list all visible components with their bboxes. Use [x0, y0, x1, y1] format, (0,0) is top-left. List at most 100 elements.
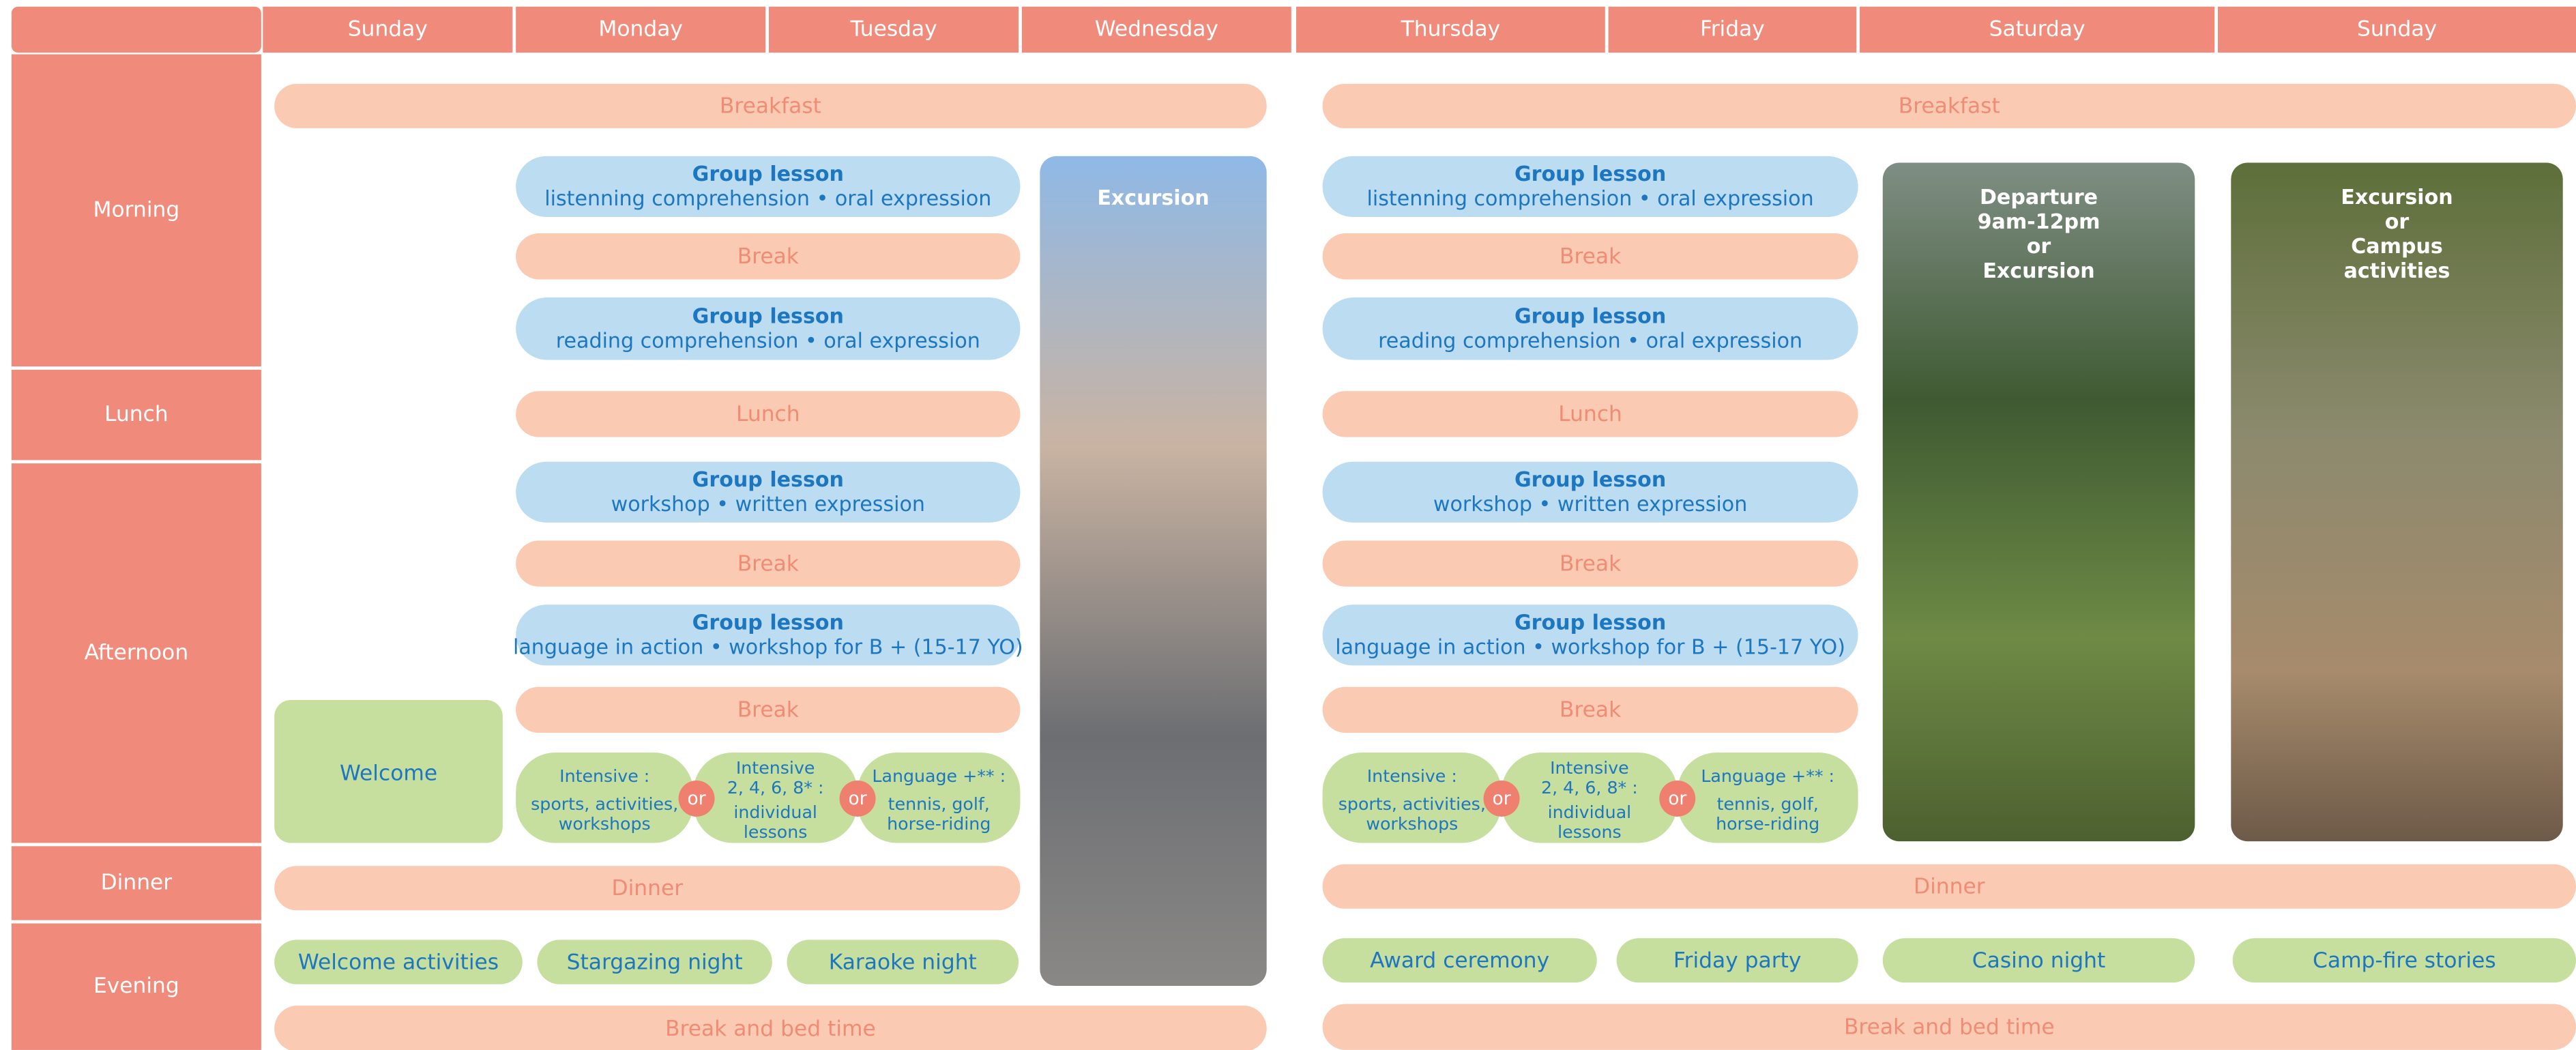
- lesson-title: Group lesson: [1514, 304, 1666, 328]
- meal-pill: [274, 1005, 1267, 1050]
- or-label: or: [688, 788, 706, 809]
- day-label: Friday: [1700, 16, 1765, 41]
- header-corner: [11, 6, 261, 53]
- option-pill: [1677, 753, 1858, 843]
- option-detail: individual: [1548, 802, 1632, 822]
- period-cell: [11, 923, 261, 1050]
- day-label: Thursday: [1401, 16, 1501, 41]
- lesson-title: Group lesson: [692, 304, 844, 328]
- meal-label: Break: [1560, 244, 1622, 269]
- or-label: or: [1493, 788, 1511, 809]
- evening-label: Karaoke night: [829, 950, 977, 974]
- meal-pill: [516, 233, 1021, 280]
- or-badge: [1659, 780, 1696, 817]
- day-header: [263, 6, 513, 53]
- evening-label: Stargazing night: [567, 950, 743, 974]
- evening-pill: [2232, 938, 2576, 983]
- excursion-label: Excursion: [2341, 186, 2453, 209]
- meal-pill: [516, 686, 1021, 733]
- lesson-detail: workshop • written expression: [1433, 493, 1747, 516]
- evening-pill: [1882, 938, 2195, 983]
- excursion-label: Campus: [2351, 235, 2443, 259]
- or-badge: [678, 780, 715, 817]
- day-header: [1021, 6, 1291, 53]
- meal-label: Break and bed time: [665, 1017, 876, 1041]
- day-header: [1296, 6, 1605, 53]
- evening-label: Casino night: [1972, 948, 2105, 973]
- lesson-detail: reading comprehension • oral expression: [556, 329, 980, 353]
- day-header: [1608, 6, 1857, 53]
- option-pill: [516, 753, 694, 843]
- meal-pill: [1322, 686, 1858, 733]
- option-detail: sports, activities,: [1338, 794, 1486, 814]
- welcome-pill: [274, 699, 503, 843]
- lesson-detail: language in action • workshop for B + (1…: [513, 636, 1023, 660]
- excursion-photo: [1040, 156, 1267, 986]
- excursion-label: or: [2385, 210, 2410, 234]
- meal-label: Lunch: [736, 402, 800, 426]
- option-detail: horse-riding: [1716, 814, 1819, 834]
- or-badge: [839, 780, 876, 817]
- meal-label: Break: [1560, 698, 1622, 723]
- meal-pill: [516, 391, 1021, 437]
- period-cell: [11, 846, 261, 920]
- option-pill: [693, 753, 858, 843]
- option-title: Language +** :: [1701, 766, 1834, 786]
- option-detail: tennis, golf,: [1717, 794, 1819, 814]
- meal-pill: [274, 83, 1267, 128]
- option-detail: sports, activities,: [531, 794, 678, 814]
- meal-pill: [1322, 391, 1858, 437]
- or-label: or: [1668, 788, 1686, 809]
- excursion-label: 9am-12pm: [1978, 210, 2101, 234]
- option-title: Intensive :: [1367, 766, 1457, 786]
- evening-label: Award ceremony: [1370, 948, 1549, 973]
- option-pill: [1502, 753, 1678, 843]
- meal-label: Breakfast: [720, 94, 821, 119]
- lesson-pill: [516, 297, 1021, 360]
- day-label: Tuesday: [849, 16, 937, 41]
- lesson-detail: listenning comprehension • oral expressi…: [544, 187, 991, 211]
- day-header: [1860, 6, 2215, 53]
- day-header: [769, 6, 1019, 53]
- lesson-title: Group lesson: [692, 468, 844, 492]
- excursion-label: Excursion: [1982, 259, 2094, 283]
- lesson-pill: [516, 461, 1021, 523]
- option-detail: workshops: [1366, 814, 1458, 834]
- day-label: Monday: [598, 16, 683, 41]
- evening-label: Welcome activities: [298, 950, 499, 974]
- lesson-pill: [516, 604, 1021, 666]
- meal-pill: [274, 866, 1021, 911]
- option-pill: [1322, 753, 1502, 843]
- period-label: Evening: [93, 974, 179, 998]
- day-label: Wednesday: [1095, 16, 1218, 41]
- or-label: or: [849, 788, 867, 809]
- meal-pill: [516, 540, 1021, 587]
- lesson-detail: reading comprehension • oral expression: [1378, 329, 1802, 353]
- option-detail: horse-riding: [887, 814, 991, 834]
- lesson-detail: workshop • written expression: [611, 493, 925, 516]
- option-title: Intensive: [736, 758, 815, 778]
- meal-label: Dinner: [1914, 875, 1985, 899]
- option-title: Language +** :: [872, 766, 1006, 786]
- option-detail: tennis, golf,: [888, 794, 990, 814]
- meal-pill: [1322, 83, 2576, 128]
- lesson-detail: language in action • workshop for B + (1…: [1335, 636, 1845, 660]
- period-cell: [11, 463, 261, 843]
- meal-pill: [1322, 233, 1858, 280]
- lesson-title: Group lesson: [692, 162, 844, 186]
- lesson-title: Group lesson: [1514, 162, 1666, 186]
- option-title: 2, 4, 6, 8* :: [727, 778, 824, 798]
- lesson-pill: [516, 156, 1021, 217]
- lesson-title: Group lesson: [692, 611, 844, 635]
- meal-label: Lunch: [1558, 402, 1622, 426]
- option-pill: [858, 753, 1021, 843]
- meal-label: Break: [737, 244, 800, 269]
- period-label: Dinner: [101, 870, 173, 894]
- meal-label: Break: [1560, 551, 1622, 576]
- day-label: Sunday: [2357, 16, 2437, 41]
- option-detail: workshops: [559, 814, 651, 834]
- period-label: Morning: [93, 197, 180, 222]
- welcome-label: Welcome: [340, 761, 437, 785]
- excursion-photo: [2231, 162, 2563, 842]
